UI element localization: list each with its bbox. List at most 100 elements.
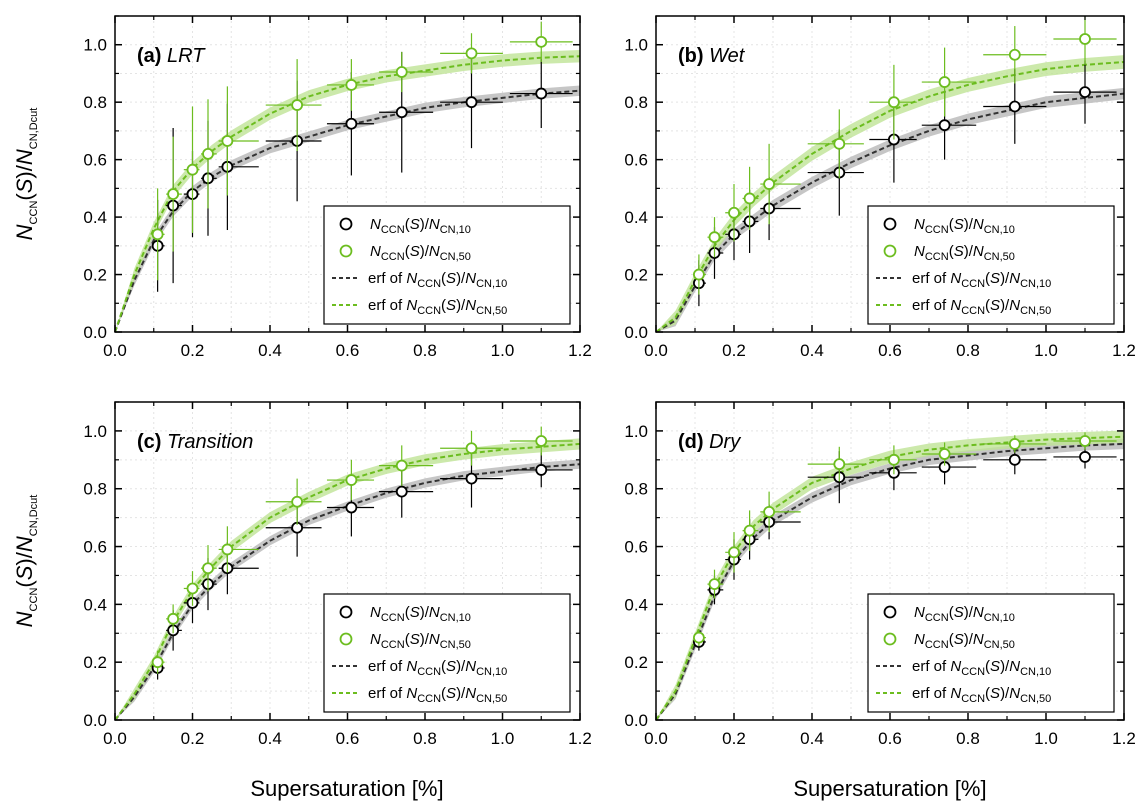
x-tick-label: 0.4 [258, 729, 282, 748]
panel-c: 0.0 0.2 0.4 0.6 0.8 1.0 1.2 0.0 0.2 0.4 0.6 0.8 1.0 (… [83, 401, 592, 748]
data-point-n50 [693, 631, 705, 644]
legend-label: erf of NCCN(S)/NCN,10 [368, 658, 507, 678]
panel-name: Wet [704, 45, 746, 67]
legend-label: NCCN(S)/NCN,50 [370, 631, 471, 651]
y-tick-label: 0.6 [83, 151, 107, 170]
x-tick-label: 0.2 [722, 341, 746, 360]
data-point-n50 [186, 163, 199, 176]
panel-name: Dry [704, 431, 742, 453]
legend-marker-n50 [339, 244, 353, 258]
panel-name: LRT [161, 45, 206, 67]
y-tick-label: 0.2 [624, 653, 648, 672]
data-point-n50 [763, 178, 775, 190]
y-tick-label: 0.0 [83, 323, 107, 342]
y-tick-label: 0.2 [624, 266, 648, 285]
x-tick-label: 0.6 [336, 341, 360, 360]
legend-marker-n50 [883, 244, 897, 258]
data-point-n50 [535, 435, 548, 447]
panel-title: (a) LRT [137, 45, 206, 67]
data-point-n50 [167, 188, 180, 201]
data-point-n50 [345, 474, 358, 486]
y-tick-label: 1.0 [624, 36, 648, 55]
x-tick-label: 0.4 [258, 341, 282, 360]
x-tick-label: 0.0 [103, 341, 127, 360]
x-tick-label: 0.0 [103, 729, 127, 748]
panel-a: 0.0 0.2 0.4 0.6 0.8 1.0 1.2 0.0 0.2 0.4 0.6 0.8 1.0 (… [83, 15, 592, 360]
y-tick-label: 0.4 [83, 595, 107, 614]
data-point-n50 [1079, 33, 1091, 45]
data-point-n50 [221, 543, 234, 556]
x-tick-label: 0.6 [336, 729, 360, 748]
legend-box [323, 205, 571, 325]
data-point-n10 [395, 485, 408, 498]
data-point-n50 [395, 459, 408, 472]
legend-label: erf of NCCN(S)/NCN,50 [368, 297, 507, 317]
legend: NCCN(S)/NCN,10 NCCN(S)/NCN,50 erf of NCCN(… [323, 205, 571, 325]
y-tick-label: 0.0 [83, 711, 107, 730]
y-tick-label: 0.8 [624, 93, 648, 112]
legend-label: erf of NCCN(S)/NCN,10 [912, 270, 1051, 290]
data-point-n10 [938, 119, 951, 132]
legend-label: NCCN(S)/NCN,10 [370, 216, 471, 236]
data-point-n50 [345, 79, 358, 91]
x-axis-title: Supersaturation [%] [793, 776, 986, 801]
legend-label: erf of NCCN(S)/NCN,50 [912, 685, 1051, 705]
y-tick-label: 0.6 [624, 538, 648, 557]
x-tick-label: 0.0 [644, 341, 668, 360]
data-point-n50 [291, 495, 304, 508]
fit-curve-n10 [114, 463, 581, 721]
data-point-n10 [395, 106, 408, 119]
y-tick-label: 0.8 [83, 93, 107, 112]
x-tick-label: 1.2 [568, 341, 592, 360]
legend-marker-n10 [339, 605, 353, 619]
legend-marker-n10 [339, 217, 353, 231]
data-point-n10 [1008, 453, 1021, 466]
data-point-n50 [535, 35, 548, 48]
data-point-n50 [728, 206, 740, 219]
data-point-n10 [465, 472, 478, 485]
x-tick-label: 1.0 [1034, 729, 1058, 748]
legend-label: erf of NCCN(S)/NCN,10 [368, 270, 507, 290]
legend: NCCN(S)/NCN,10 NCCN(S)/NCN,50 erf of NCCN(… [867, 205, 1115, 325]
x-tick-label: 1.2 [1112, 729, 1136, 748]
legend-marker-n10 [883, 217, 897, 231]
y-tick-label: 0.8 [624, 480, 648, 499]
x-tick-label: 0.8 [956, 341, 980, 360]
x-tick-label: 0.8 [413, 341, 437, 360]
y-tick-label: 0.0 [624, 711, 648, 730]
x-tick-label: 1.2 [1112, 341, 1136, 360]
data-point-n50 [833, 137, 846, 150]
data-point-n50 [938, 76, 951, 88]
data-point-n10 [465, 96, 478, 109]
y-tick-label: 0.2 [83, 653, 107, 672]
fit-band-n50 [656, 430, 1124, 720]
data-point-n10 [345, 117, 358, 130]
data-point-n50 [728, 546, 740, 559]
legend-label: erf of NCCN(S)/NCN,50 [912, 297, 1051, 317]
x-tick-label: 0.8 [956, 729, 980, 748]
y-tick-label: 0.2 [83, 266, 107, 285]
data-point-n50 [743, 524, 756, 537]
y-tick-label: 1.0 [624, 422, 648, 441]
panel-name: Transition [161, 431, 253, 453]
data-point-n50 [888, 96, 900, 109]
panel-d: 0.0 0.2 0.4 0.6 0.8 1.0 1.2 0.0 0.2 0.4 0.6 0.8 1.0 (… [624, 401, 1136, 748]
fit-curve-n50 [655, 435, 1125, 721]
data-point-n50 [465, 442, 478, 455]
x-tick-label: 0.6 [878, 729, 902, 748]
y-tick-label: 1.0 [83, 36, 107, 55]
legend-label: NCCN(S)/NCN,10 [914, 216, 1015, 236]
legend-label: NCCN(S)/NCN,50 [370, 243, 471, 263]
panel-b: 0.0 0.2 0.4 0.6 0.8 1.0 1.2 0.0 0.2 0.4 0.6 0.8 1.0 (… [624, 15, 1136, 360]
data-point-n50 [693, 268, 705, 281]
data-point-n50 [465, 47, 478, 60]
legend: NCCN(S)/NCN,10 NCCN(S)/NCN,50 erf of NCCN(… [867, 593, 1115, 713]
x-tick-label: 0.2 [181, 729, 205, 748]
y-tick-label: 0.4 [624, 595, 648, 614]
data-point-n50 [708, 578, 721, 591]
x-tick-label: 0.4 [800, 341, 824, 360]
legend-label: NCCN(S)/NCN,50 [914, 631, 1015, 651]
data-point-n50 [202, 147, 214, 160]
legend-box [323, 593, 571, 713]
